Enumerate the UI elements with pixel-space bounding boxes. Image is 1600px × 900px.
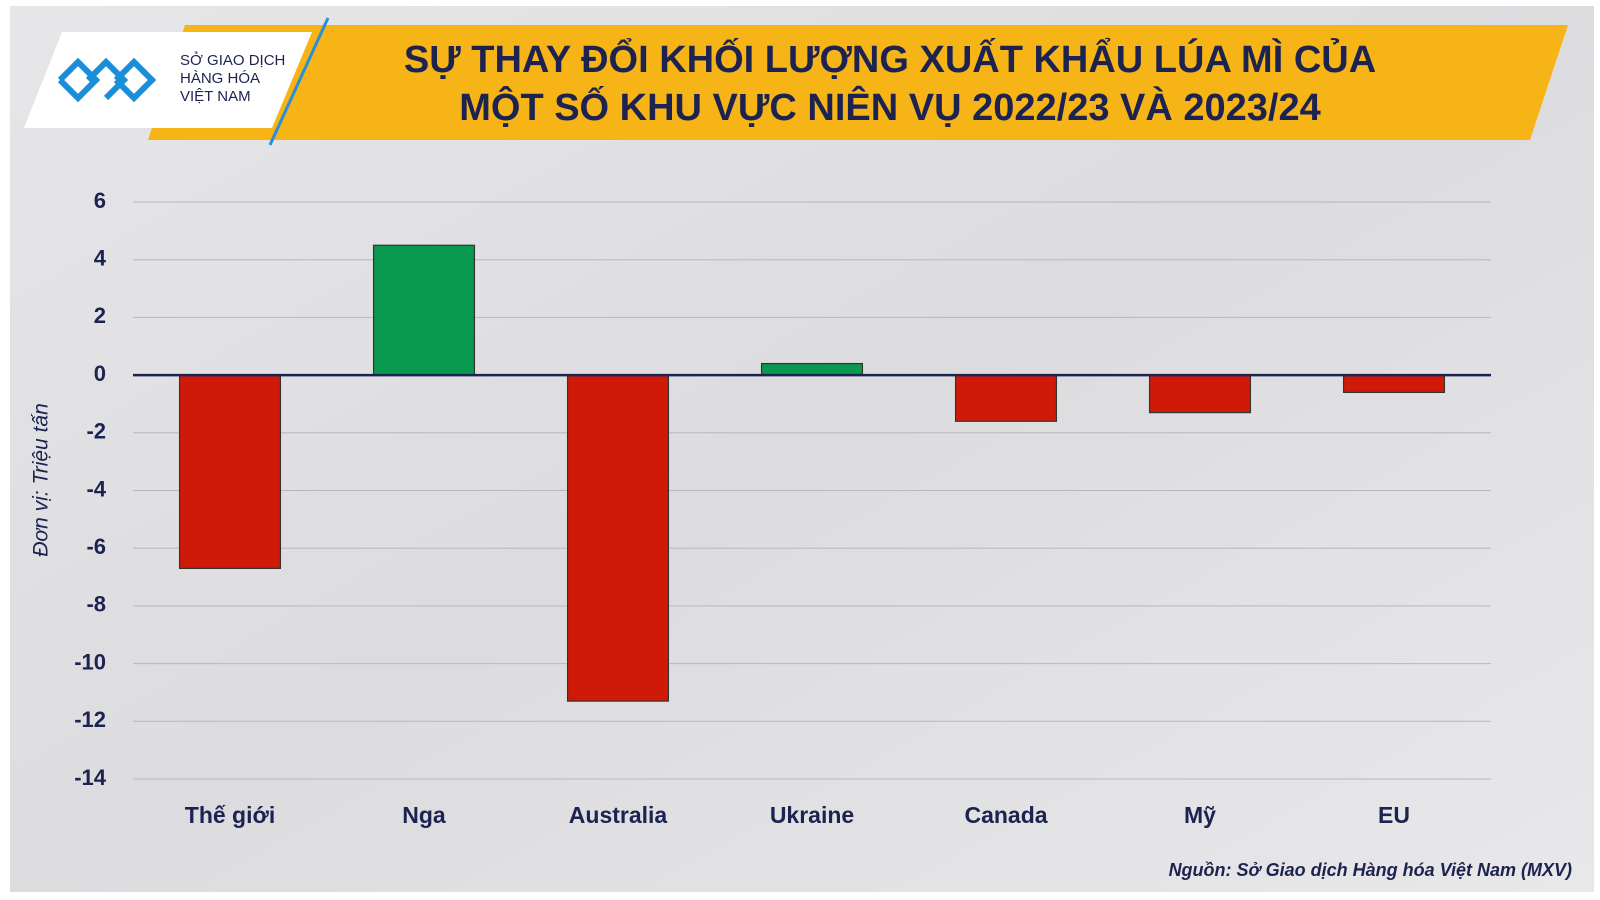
logo-box — [24, 32, 312, 128]
bar — [178, 374, 282, 569]
x-tick-label: Mỹ — [1184, 802, 1216, 828]
bar — [372, 244, 476, 376]
y-tick-label: 2 — [94, 303, 106, 328]
logo-text: SỞ GIAO DỊCH — [180, 51, 285, 69]
x-tick-label: Ukraine — [770, 802, 854, 828]
y-tick-label: -6 — [86, 534, 106, 559]
x-tick-label: EU — [1378, 802, 1410, 828]
y-tick-label: 4 — [94, 246, 107, 271]
y-tick-label: -2 — [86, 419, 106, 444]
y-tick-label: -4 — [86, 476, 106, 501]
bar — [1342, 374, 1446, 394]
x-tick-label: Nga — [402, 802, 446, 828]
y-axis-label: Đơn vị: Triệu tấn — [30, 403, 53, 557]
y-tick-label: -12 — [74, 707, 106, 732]
bar — [566, 374, 670, 702]
logo-text: VIỆT NAM — [180, 88, 251, 105]
logo-mark — [57, 57, 157, 103]
x-tick-label: Australia — [569, 802, 668, 828]
chart-title: MỘT SỐ KHU VỰC NIÊN VỤ 2022/23 VÀ 2023/2… — [459, 84, 1321, 129]
bar — [760, 362, 864, 376]
bar — [954, 374, 1058, 422]
source: Nguồn: Sở Giao dịch Hàng hóa Việt Nam (M… — [1169, 860, 1572, 880]
y-tick-label: -14 — [74, 765, 107, 790]
y-tick-label: -8 — [86, 592, 106, 617]
chart-title: SỰ THAY ĐỔI KHỐI LƯỢNG XUẤT KHẨU LÚA MÌ … — [404, 36, 1376, 81]
logo-text: HÀNG HÓA — [180, 70, 260, 87]
y-tick-label: -10 — [74, 649, 106, 674]
x-tick-label: Thế giới — [185, 802, 275, 828]
y-tick-label: 6 — [94, 188, 106, 213]
title-banner — [148, 25, 1568, 140]
bar — [1148, 374, 1252, 414]
y-tick-label: 0 — [94, 361, 106, 386]
x-tick-label: Canada — [964, 802, 1047, 828]
logo-stripe — [268, 17, 330, 146]
